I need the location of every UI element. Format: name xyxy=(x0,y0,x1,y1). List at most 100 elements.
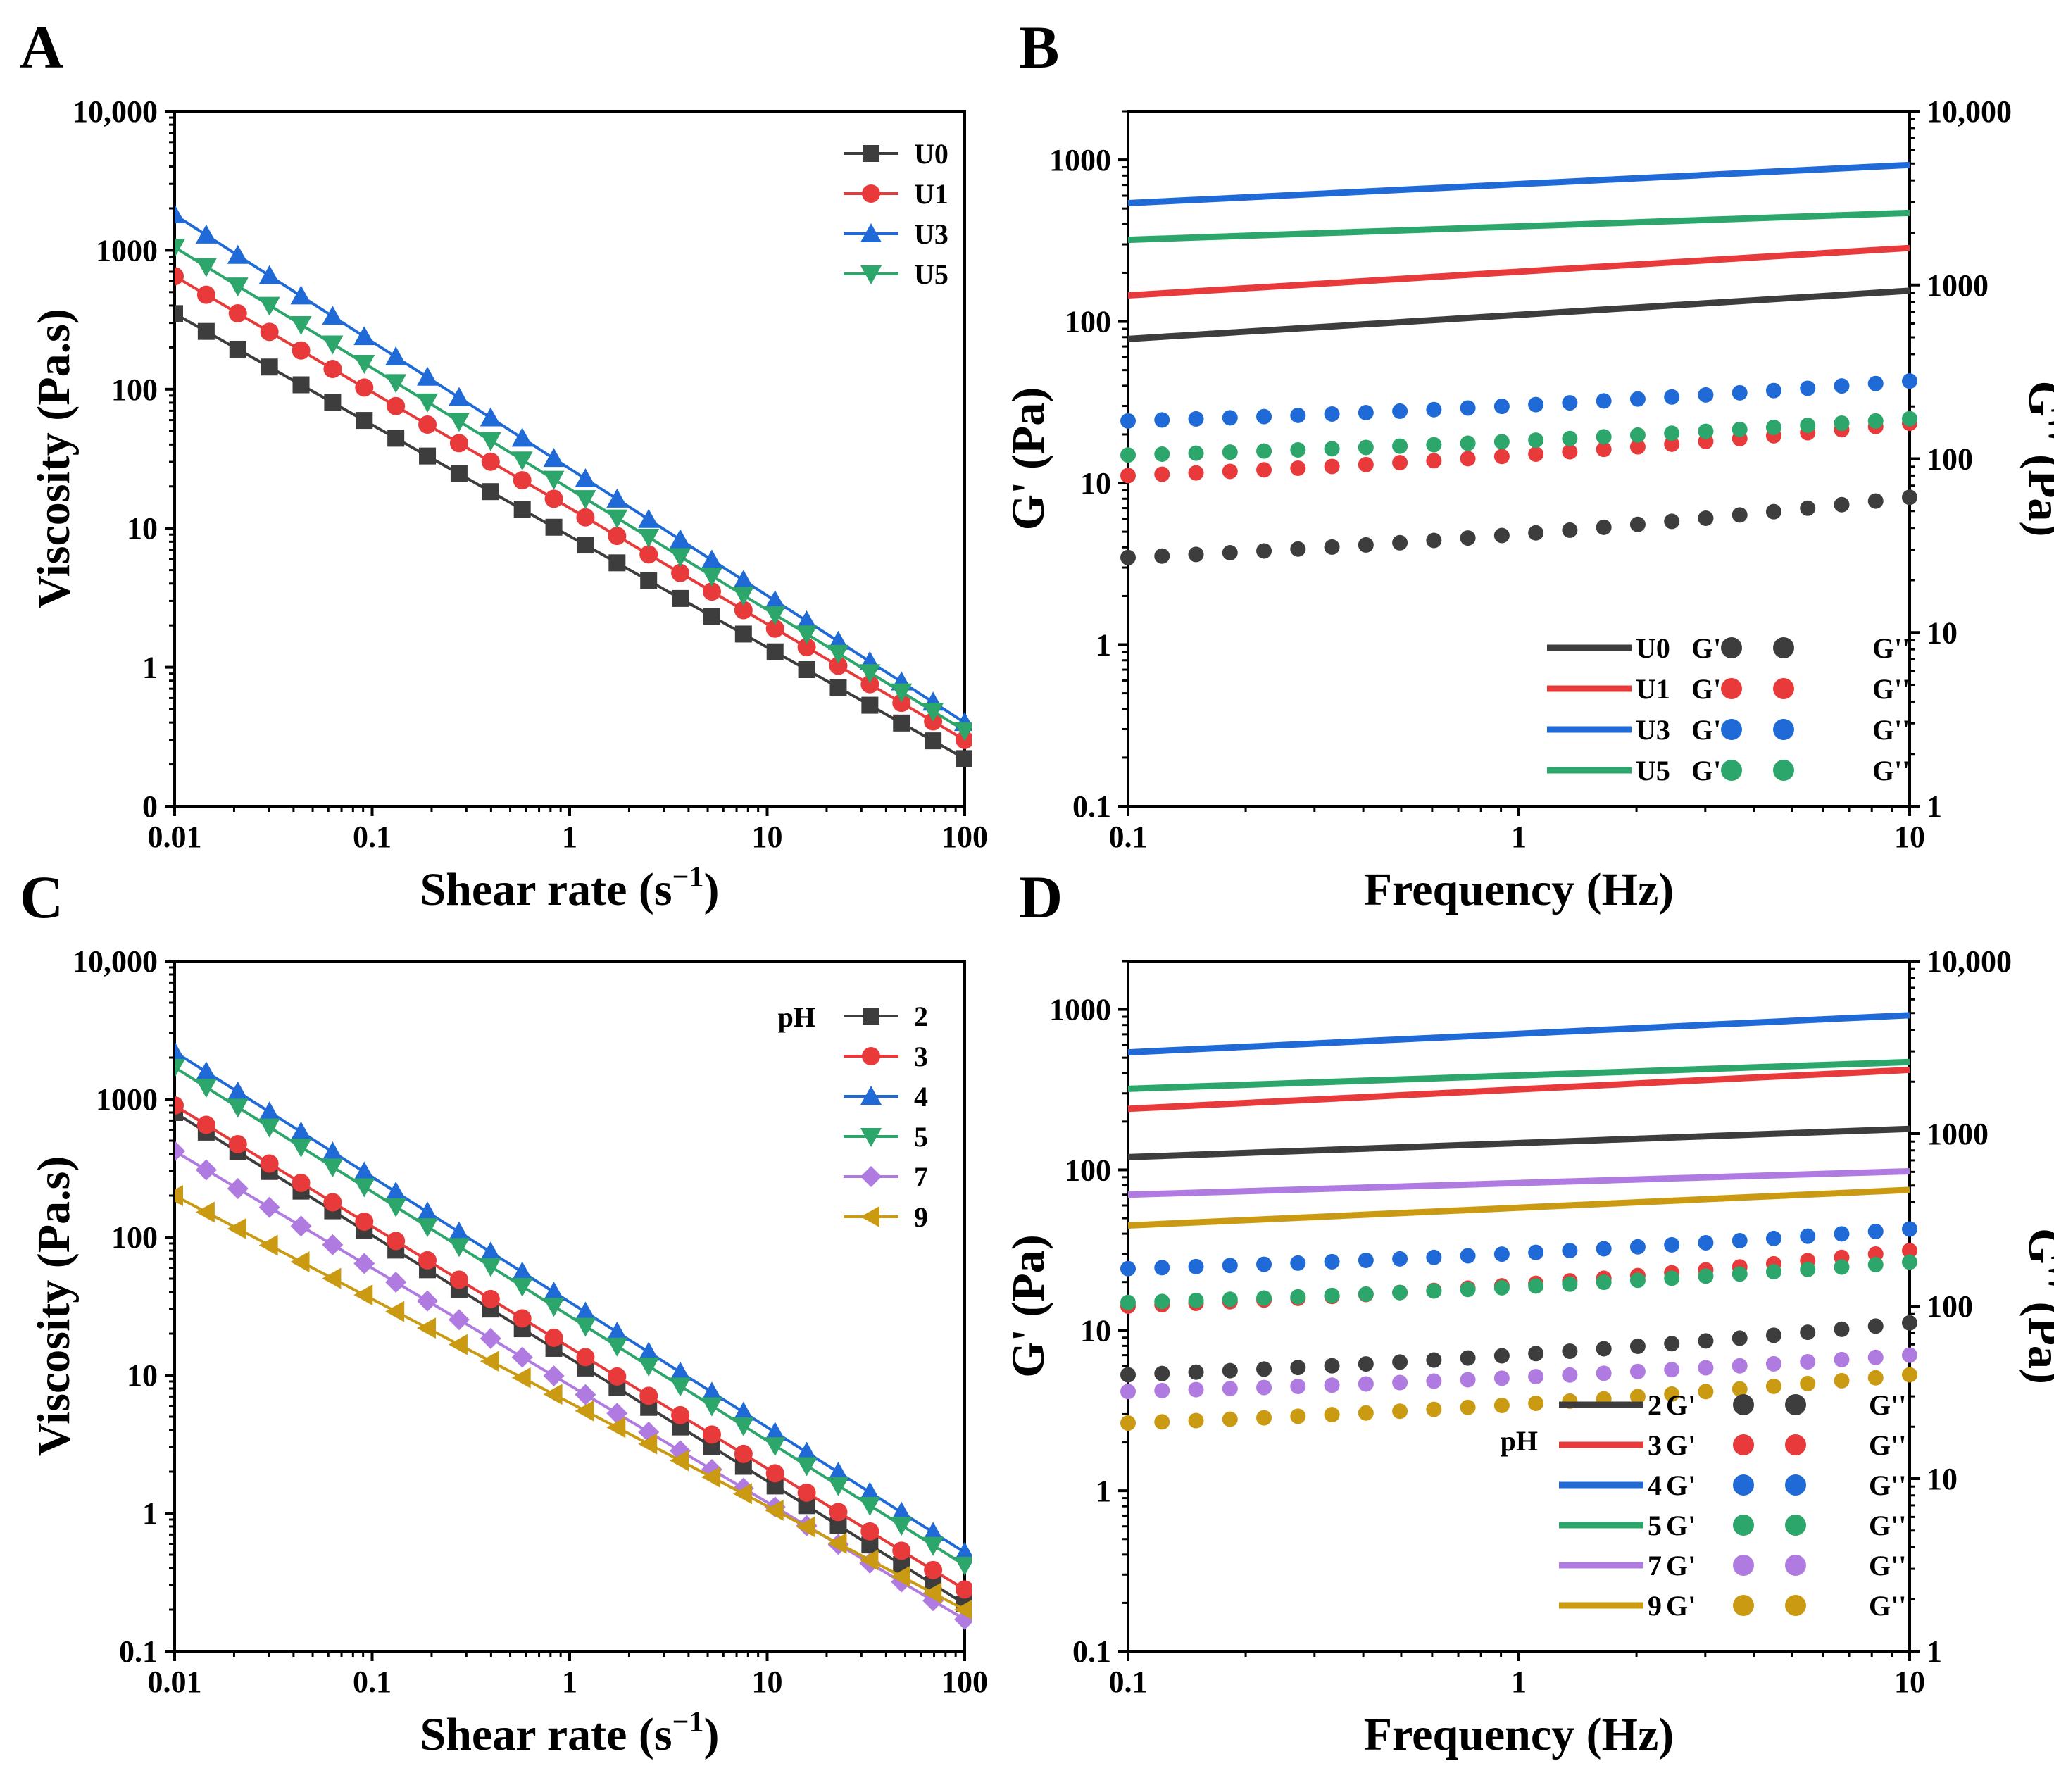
gdoubleprime-point xyxy=(1629,1338,1646,1354)
data-point-triangle-left xyxy=(417,1317,437,1339)
data-point-square xyxy=(513,501,531,518)
y-axis-label: G' (Pa) xyxy=(1003,1234,1054,1377)
data-point-triangle-up xyxy=(670,529,691,549)
data-point-triangle-up xyxy=(543,448,565,468)
panel-label: B xyxy=(1019,13,1059,81)
y-axis-label: G' (Pa) xyxy=(1003,387,1054,530)
legend-gprime-label: G' xyxy=(1666,1470,1696,1501)
data-point-circle xyxy=(576,1348,595,1367)
gdoubleprime-point xyxy=(1290,460,1306,476)
data-point-square xyxy=(766,643,784,660)
data-point-circle xyxy=(355,1212,374,1231)
gdoubleprime-point xyxy=(1493,527,1510,544)
data-point-square xyxy=(734,625,752,643)
data-point-triangle-down xyxy=(385,374,407,394)
data-point-triangle-up xyxy=(764,1422,786,1441)
data-point-triangle-down xyxy=(322,335,344,355)
x-axis-label: Shear rate (s−1) xyxy=(420,861,720,915)
legend-dot xyxy=(1733,1434,1754,1455)
legend-dot xyxy=(1733,1394,1754,1415)
data-point-circle xyxy=(175,267,184,286)
gdoubleprime-point xyxy=(1834,496,1850,513)
data-point-circle xyxy=(449,434,468,453)
gdoubleprime-point xyxy=(1698,1235,1714,1251)
data-point-triangle-left xyxy=(859,1549,879,1571)
data-point-triangle-down xyxy=(670,548,691,568)
data-point-triangle-down xyxy=(195,1079,217,1098)
gdoubleprime-point xyxy=(1629,1389,1646,1405)
gdoubleprime-point xyxy=(1664,436,1680,452)
series-7 xyxy=(175,1140,972,1630)
gdoubleprime-point xyxy=(1902,1315,1917,1331)
data-point-circle xyxy=(513,471,532,490)
data-point-diamond xyxy=(860,1166,882,1187)
gdoubleprime-point xyxy=(1562,1276,1578,1292)
data-point-triangle-up xyxy=(480,1241,501,1261)
gdoubleprime-point xyxy=(1392,1284,1408,1301)
x-axis-label: Frequency (Hz) xyxy=(1364,864,1674,915)
data-point-triangle-up xyxy=(195,1061,217,1081)
data-point-triangle-up xyxy=(258,1101,280,1121)
legend-dot xyxy=(1773,637,1794,658)
data-point-circle xyxy=(860,1522,879,1541)
gdoubleprime-point xyxy=(1120,1384,1136,1400)
panel-label: C xyxy=(20,863,63,931)
gdoubleprime-point xyxy=(1867,1223,1884,1239)
legend-gprime-label: G' xyxy=(1666,1429,1696,1461)
gdoubleprime-point xyxy=(1426,437,1442,453)
data-point-square xyxy=(419,447,437,465)
data-point-circle xyxy=(956,1580,972,1599)
data-point-triangle-up xyxy=(796,610,818,629)
gdoubleprime-point xyxy=(1867,493,1884,509)
gdoubleprime-point xyxy=(1902,373,1917,389)
gprime-line xyxy=(1127,287,1910,342)
legend-gdoubleprime-label: G'' xyxy=(1872,714,1910,746)
data-point-triangle-down xyxy=(732,1417,754,1436)
gdoubleprime-point xyxy=(1324,458,1340,475)
legend-label: 5 xyxy=(1648,1510,1662,1541)
data-point-circle xyxy=(702,1425,721,1444)
gdoubleprime-point xyxy=(1188,411,1204,427)
gdoubleprime-point xyxy=(1562,1367,1578,1383)
legend-dot xyxy=(1773,678,1794,699)
gdoubleprime-point xyxy=(1290,1360,1306,1376)
x-tick-label: 10 xyxy=(1894,820,1925,854)
data-point-triangle-down xyxy=(701,567,722,587)
panel-label: A xyxy=(20,13,63,81)
gdoubleprime-point xyxy=(1562,522,1578,538)
gdoubleprime-point xyxy=(1698,387,1714,403)
legend-dot xyxy=(1721,719,1742,740)
data-point-square xyxy=(175,305,183,322)
gdoubleprime-point xyxy=(1629,391,1646,407)
legend-gdoubleprime-label: G'' xyxy=(1872,673,1910,705)
gdoubleprime-point xyxy=(1732,1381,1748,1397)
gdoubleprime-point xyxy=(1800,1353,1816,1370)
gdoubleprime-point xyxy=(1120,1415,1136,1431)
x-tick-label: 1 xyxy=(562,820,577,854)
gdoubleprime-point xyxy=(1120,1260,1136,1277)
data-point-square xyxy=(608,554,626,572)
data-point-square xyxy=(229,340,246,358)
gprime-line xyxy=(1127,1167,1910,1198)
gdoubleprime-point xyxy=(1392,438,1408,454)
y-tick-label: 100 xyxy=(1065,305,1111,339)
x-tick-label: 1 xyxy=(562,1665,577,1699)
data-point-triangle-up xyxy=(175,204,185,224)
data-point-circle xyxy=(323,360,342,379)
data-point-triangle-left xyxy=(448,1334,468,1355)
data-point-triangle-up xyxy=(638,1341,660,1361)
gdoubleprime-point xyxy=(1392,403,1408,419)
y-tick-label: 1000 xyxy=(96,1082,158,1117)
gdoubleprime-point xyxy=(1290,541,1306,557)
legend-label: 7 xyxy=(1648,1550,1662,1581)
data-point-circle xyxy=(387,396,406,415)
gdoubleprime-point xyxy=(1154,1260,1170,1276)
gdoubleprime-point xyxy=(1867,413,1884,429)
data-point-triangle-left xyxy=(638,1433,658,1455)
x-tick-label: 10 xyxy=(752,1665,783,1699)
gdoubleprime-point xyxy=(1120,1294,1136,1310)
gdoubleprime-point xyxy=(1324,1253,1340,1270)
data-point-triangle-left xyxy=(891,1565,910,1587)
data-point-triangle-up xyxy=(322,1141,344,1161)
